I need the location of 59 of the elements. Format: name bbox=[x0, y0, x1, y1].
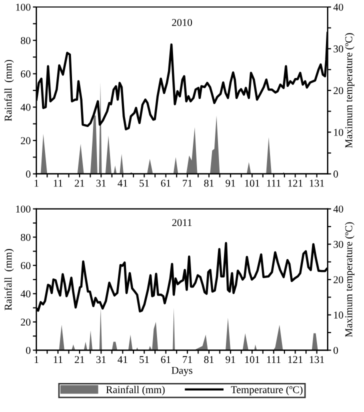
y2-tick-label: 40 bbox=[333, 206, 344, 213]
text: 2010 bbox=[172, 18, 192, 26]
x-tick-label: 91 bbox=[226, 356, 236, 364]
y-tick-label: 100 bbox=[16, 4, 30, 11]
x-tick-label: 111 bbox=[267, 180, 280, 187]
text: 2011 bbox=[172, 219, 192, 226]
x-tick-label: 21 bbox=[74, 180, 84, 187]
x-tick-label: 31 bbox=[96, 180, 106, 187]
y-tick-label: 40 bbox=[20, 290, 30, 298]
y-tick-label: 80 bbox=[20, 234, 30, 241]
x-tick-label: 81 bbox=[204, 356, 214, 364]
x-tick-label: 11 bbox=[54, 356, 62, 363]
y2-tick-label: 30 bbox=[334, 45, 344, 52]
x-tick-label: 131 bbox=[310, 180, 324, 187]
y2-tick-label: 10 bbox=[334, 128, 344, 136]
y-tick-label: 0 bbox=[26, 170, 30, 178]
x-tick-label: 41 bbox=[118, 180, 128, 187]
x-tick-label: 21 bbox=[74, 356, 84, 363]
x-tick-label: 1 bbox=[34, 180, 38, 187]
y2-tick-label: 0 bbox=[334, 346, 338, 354]
x-tick-label: 111 bbox=[267, 356, 280, 363]
x-tick-label: 11 bbox=[54, 180, 62, 187]
y2-tick-label: 0 bbox=[334, 170, 338, 178]
y-tick-label: 60 bbox=[20, 262, 30, 270]
y-axis-title: Rainfall (mm) bbox=[4, 249, 14, 310]
x-tick-label: 61 bbox=[161, 356, 170, 364]
x-tick-label: 131 bbox=[310, 356, 324, 364]
y-tick-label: 40 bbox=[20, 104, 30, 111]
x-axis-title: Days bbox=[172, 366, 192, 376]
x-tick-label: 101 bbox=[245, 356, 260, 364]
x-tick-label: 101 bbox=[245, 180, 260, 187]
y2-axis-title: Maximum temperature (ºC) bbox=[344, 33, 354, 148]
y-axis-title: Rainfall (mm) bbox=[4, 60, 14, 122]
y-tick-label: 60 bbox=[20, 70, 30, 78]
x-tick-label: 61 bbox=[161, 180, 170, 187]
y2-tick-label: 40 bbox=[333, 4, 344, 11]
y2-axis-title: Maximum temperature (ºC) bbox=[344, 222, 354, 337]
y2-tick-label: 10 bbox=[334, 312, 344, 319]
x-tick-label: 51 bbox=[140, 356, 149, 364]
x-tick-label: 1 bbox=[34, 356, 38, 363]
y-tick-label: 100 bbox=[16, 206, 30, 213]
y2-tick-label: 20 bbox=[334, 276, 344, 284]
x-tick-label: 51 bbox=[140, 180, 149, 187]
x-tick-label: 121 bbox=[288, 180, 302, 187]
x-tick-label: 81 bbox=[204, 180, 214, 187]
x-tick-label: 31 bbox=[96, 356, 106, 364]
y-tick-label: 20 bbox=[20, 318, 30, 326]
legend-label: Rainfall (mm) bbox=[106, 386, 165, 396]
x-tick-label: 41 bbox=[118, 356, 128, 363]
x-tick-label: 71 bbox=[182, 356, 192, 363]
x-tick-label: 71 bbox=[182, 180, 192, 187]
y2-tick-label: 20 bbox=[334, 87, 344, 94]
y2-tick-label: 30 bbox=[334, 240, 344, 248]
y-tick-label: 0 bbox=[26, 346, 30, 354]
x-tick-label: 121 bbox=[288, 356, 302, 363]
y-tick-label: 20 bbox=[20, 137, 30, 144]
x-tick-label: 91 bbox=[226, 180, 236, 187]
y-tick-label: 80 bbox=[20, 37, 30, 44]
legend-label: Temperature (ºC) bbox=[230, 386, 302, 396]
